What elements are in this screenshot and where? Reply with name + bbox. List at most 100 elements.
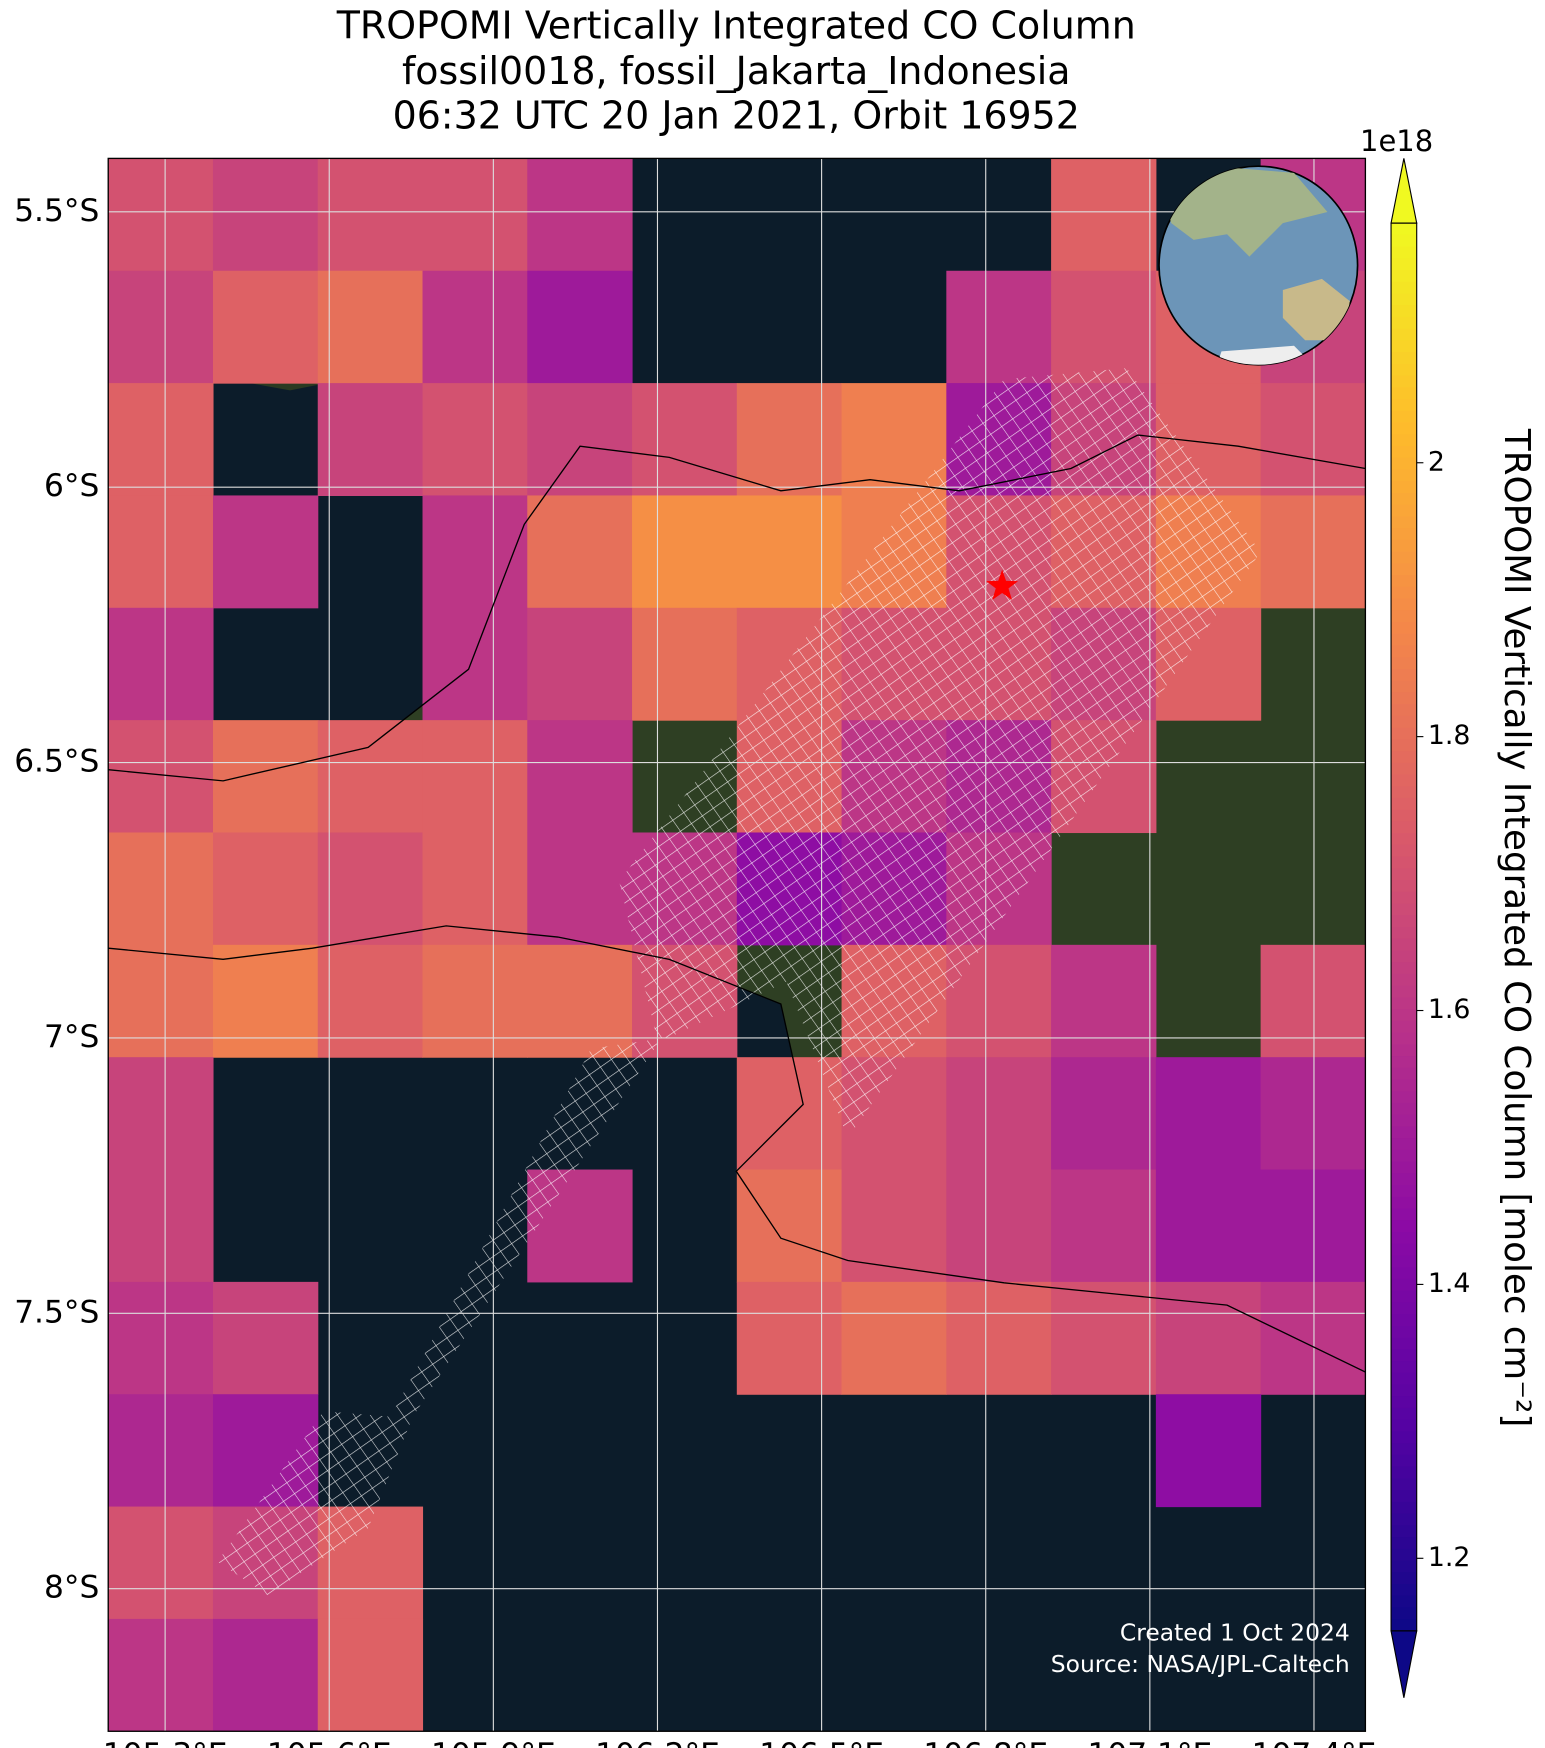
title-line: 06:32 UTC 20 Jan 2021, Orbit 16952	[393, 94, 1080, 138]
colorbar-step	[1391, 1079, 1417, 1092]
co-cell	[841, 1169, 947, 1283]
credit: Created 1 Oct 2024	[1120, 1619, 1350, 1647]
colorbar-tick-label: 1.2	[1428, 1542, 1471, 1573]
co-cell	[1155, 1057, 1262, 1171]
colorbar-step	[1391, 305, 1417, 318]
co-cell	[736, 495, 843, 609]
co-cell	[632, 383, 738, 497]
x-tick-label: 105.6°E	[267, 1737, 392, 1748]
colorbar-step	[1391, 903, 1417, 916]
co-cell	[212, 1281, 319, 1395]
colorbar-step	[1391, 1490, 1417, 1503]
colorbar-step	[1391, 610, 1417, 623]
colorbar-step	[1391, 891, 1417, 905]
colorbar-step	[1391, 973, 1417, 987]
colorbar-step	[1391, 1185, 1417, 1198]
co-cell	[736, 1169, 843, 1283]
co-cell	[212, 158, 319, 272]
colorbar-step	[1391, 1466, 1417, 1480]
colorbar-step	[1391, 1478, 1417, 1491]
x-tick-label: 106.2°E	[595, 1737, 720, 1748]
co-cell	[108, 1281, 214, 1395]
colorbar-step	[1391, 246, 1417, 259]
colorbar-step	[1391, 516, 1417, 529]
colorbar-step	[1391, 1595, 1417, 1609]
colorbar-step	[1391, 281, 1417, 295]
co-cell	[422, 270, 528, 384]
colorbar-step	[1391, 1454, 1417, 1468]
colorbar-step	[1391, 868, 1417, 881]
co-cell	[736, 383, 843, 497]
co-cell	[1051, 158, 1157, 272]
globe-land	[1282, 278, 1350, 341]
co-cell	[527, 944, 633, 1058]
title-line: fossil0018, fossil_Jakarta_Indonesia	[402, 49, 1071, 93]
co-cell	[1051, 1281, 1157, 1395]
co-cell	[1155, 1169, 1262, 1283]
colorbar-step	[1391, 1396, 1417, 1409]
colorbar-step	[1391, 293, 1417, 306]
colorbar-step	[1391, 234, 1417, 248]
co-cell	[841, 1281, 947, 1395]
colorbar-step	[1391, 1619, 1417, 1632]
co-cell	[946, 1057, 1052, 1171]
colorbar-step	[1391, 704, 1417, 717]
co-cell	[1155, 1394, 1262, 1508]
site-marker	[986, 569, 1019, 600]
colorbar-frame	[1390, 222, 1418, 1632]
colorbar-step	[1391, 1537, 1417, 1550]
colorbar-step	[1391, 258, 1417, 271]
colorbar-step	[1391, 563, 1417, 576]
colorbar-step	[1391, 751, 1417, 764]
co-cell	[527, 832, 633, 946]
colorbar-step	[1391, 434, 1417, 447]
colorbar-step	[1391, 598, 1417, 611]
colorbar-step	[1391, 375, 1417, 389]
co-cell	[108, 720, 214, 834]
x-tick-label: 106.8°E	[923, 1737, 1048, 1748]
colorbar-step	[1391, 668, 1417, 682]
co-cell	[1260, 495, 1366, 609]
colorbar-step	[1391, 316, 1417, 330]
colorbar-step	[1391, 469, 1417, 482]
colorbar-step	[1391, 1044, 1417, 1057]
colorbar-step	[1391, 997, 1417, 1010]
co-cell	[108, 607, 214, 721]
colorbar-step	[1391, 1548, 1417, 1562]
colorbar-step	[1391, 1407, 1417, 1421]
colorbar-step	[1391, 270, 1417, 283]
co-cell	[527, 720, 633, 834]
colorbar-tick-label: 1.8	[1428, 720, 1471, 751]
colorbar-step	[1391, 762, 1417, 776]
colorbar-step	[1391, 1009, 1417, 1022]
co-cell	[1155, 1281, 1262, 1395]
co-cell	[1260, 383, 1366, 497]
colorbar-step	[1391, 1220, 1417, 1233]
co-cell	[317, 832, 424, 946]
colorbar-tick-label: 1.6	[1428, 994, 1471, 1025]
colorbar-step	[1391, 457, 1417, 471]
colorbar-step	[1391, 328, 1417, 342]
colorbar-step	[1391, 1372, 1417, 1386]
co-cell	[527, 383, 633, 497]
co-cell	[212, 1618, 319, 1732]
co-cell	[108, 1169, 214, 1283]
y-tick-label: 8°S	[44, 1570, 99, 1606]
colorbar-step	[1391, 352, 1417, 365]
y-tick-label: 7.5°S	[14, 1294, 99, 1330]
co-cell	[632, 607, 738, 721]
x-tick-label: 107.4°E	[1252, 1737, 1377, 1748]
co-cell	[527, 495, 633, 609]
colorbar-step	[1391, 1114, 1417, 1128]
colorbar-step	[1391, 528, 1417, 541]
co-cell	[1051, 1169, 1157, 1283]
x-tick-label: 105.3°E	[103, 1737, 228, 1748]
y-tick-label: 7°S	[44, 1019, 99, 1055]
colorbar-step	[1391, 1419, 1417, 1433]
colorbar-step	[1391, 774, 1417, 787]
co-cell	[108, 383, 214, 497]
co-cell	[422, 383, 528, 497]
co-cell	[422, 720, 528, 834]
colorbar-step	[1391, 586, 1417, 600]
